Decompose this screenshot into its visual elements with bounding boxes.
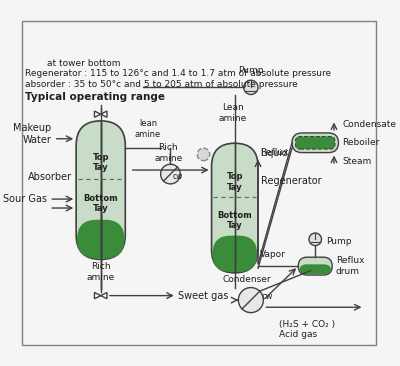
FancyBboxPatch shape	[296, 137, 335, 149]
Text: Reflux: Reflux	[260, 147, 288, 157]
Text: Reflux
drum: Reflux drum	[336, 257, 364, 276]
Text: Pump: Pump	[238, 66, 264, 75]
Circle shape	[309, 233, 322, 246]
Text: Rich
amine: Rich amine	[87, 262, 115, 281]
Polygon shape	[101, 111, 107, 117]
Text: Condenser: Condenser	[222, 275, 271, 284]
FancyBboxPatch shape	[298, 257, 332, 275]
FancyBboxPatch shape	[76, 121, 125, 259]
Text: Reboiler: Reboiler	[342, 138, 380, 147]
Text: Pump: Pump	[326, 236, 352, 246]
Text: Lean
amine: Lean amine	[219, 104, 247, 123]
Text: Bottom
Tay: Bottom Tay	[218, 211, 252, 230]
Text: Condensate: Condensate	[342, 120, 396, 128]
Text: Liquid: Liquid	[260, 149, 287, 158]
Text: cw: cw	[262, 292, 273, 301]
Text: Regenerator: Regenerator	[261, 176, 321, 186]
Text: Steam: Steam	[342, 157, 371, 166]
FancyBboxPatch shape	[212, 143, 258, 273]
Polygon shape	[94, 111, 101, 117]
Text: Bottom
Tay: Bottom Tay	[83, 194, 118, 213]
Circle shape	[238, 288, 263, 313]
Text: absorder : 35 to 50°c and 5 to 205 atm of absolute pressure: absorder : 35 to 50°c and 5 to 205 atm o…	[25, 80, 298, 89]
Text: Sweet gas: Sweet gas	[178, 291, 228, 300]
Text: Top
Tay: Top Tay	[226, 172, 243, 192]
Text: (H₂S + CO₂ )
Acid gas: (H₂S + CO₂ ) Acid gas	[280, 320, 336, 339]
Text: cw: cw	[172, 172, 183, 181]
Text: Absorber: Absorber	[28, 172, 72, 182]
Text: Makeup
Water: Makeup Water	[13, 123, 51, 145]
Text: Typical operating range: Typical operating range	[25, 92, 165, 102]
FancyBboxPatch shape	[292, 133, 338, 153]
FancyBboxPatch shape	[212, 236, 257, 272]
Polygon shape	[94, 292, 101, 299]
Circle shape	[161, 164, 180, 184]
Text: at tower bottom: at tower bottom	[47, 59, 120, 68]
Polygon shape	[101, 292, 107, 299]
Text: Vapor: Vapor	[260, 250, 286, 259]
Circle shape	[197, 148, 210, 161]
Text: Sour Gas: Sour Gas	[3, 194, 47, 204]
Text: Rich
amine: Rich amine	[154, 143, 182, 163]
Circle shape	[244, 80, 258, 94]
FancyBboxPatch shape	[77, 220, 124, 258]
FancyBboxPatch shape	[299, 264, 331, 274]
Text: Regenerator : 115 to 126°c and 1.4 to 1.7 atm of absolute pressure: Regenerator : 115 to 126°c and 1.4 to 1.…	[25, 70, 331, 78]
Text: lean
amine: lean amine	[135, 119, 161, 139]
Text: Top
Tay: Top Tay	[92, 153, 109, 172]
